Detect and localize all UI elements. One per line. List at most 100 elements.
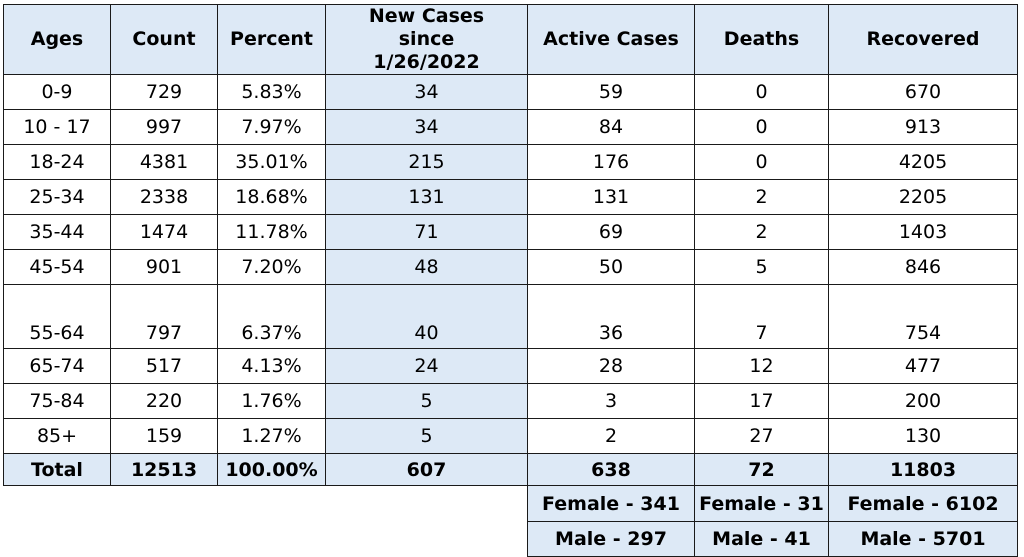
table-row: 85+ 159 1.27% 5 2 27 130 (3, 418, 1018, 454)
cell-recovered: 1403 (828, 214, 1018, 250)
cell-percent: 11.78% (217, 214, 326, 250)
male-recovered: Male - 5701 (828, 521, 1018, 557)
cell-active: 84 (527, 109, 695, 145)
cell-new-cases: 71 (325, 214, 528, 250)
cell-ages: 18-24 (3, 144, 111, 180)
header-percent: Percent (217, 4, 326, 75)
total-recovered: 11803 (828, 453, 1018, 486)
cell-percent: 1.27% (217, 418, 326, 454)
cell-recovered: 200 (828, 383, 1018, 419)
cell-deaths: 5 (694, 249, 829, 285)
header-row: Ages Count Percent New Cases since 1/26/… (3, 4, 1018, 75)
table-row: 25-34 2338 18.68% 131 131 2 2205 (3, 179, 1018, 215)
cell-recovered: 477 (828, 348, 1018, 384)
cell-count: 4381 (110, 144, 218, 180)
cell-active: 69 (527, 214, 695, 250)
cell-new-cases: 5 (325, 418, 528, 454)
cell-active: 176 (527, 144, 695, 180)
total-active: 638 (527, 453, 695, 486)
cell-count: 729 (110, 74, 218, 110)
total-new-cases: 607 (325, 453, 528, 486)
male-active: Male - 297 (527, 521, 695, 557)
cell-ages: 0-9 (3, 74, 111, 110)
cell-deaths: 7 (694, 284, 829, 349)
total-count: 12513 (110, 453, 218, 486)
cell-new-cases: 34 (325, 74, 528, 110)
cell-active: 28 (527, 348, 695, 384)
cell-count: 159 (110, 418, 218, 454)
header-deaths: Deaths (694, 4, 829, 75)
cell-recovered: 754 (828, 284, 1018, 349)
total-percent: 100.00% (217, 453, 326, 486)
cell-new-cases: 48 (325, 249, 528, 285)
cell-percent: 7.20% (217, 249, 326, 285)
cell-count: 220 (110, 383, 218, 419)
cell-percent: 7.97% (217, 109, 326, 145)
table-row: 10 - 17 997 7.97% 34 84 0 913 (3, 109, 1018, 145)
table-row: 65-74 517 4.13% 24 28 12 477 (3, 348, 1018, 384)
cell-ages: 55-64 (3, 284, 111, 349)
cell-deaths: 2 (694, 214, 829, 250)
cell-deaths: 0 (694, 74, 829, 110)
cell-deaths: 12 (694, 348, 829, 384)
cell-count: 797 (110, 284, 218, 349)
total-row: Total 12513 100.00% 607 638 72 11803 (3, 453, 1018, 486)
female-deaths: Female - 31 (694, 485, 829, 522)
covid-age-table: Ages Count Percent New Cases since 1/26/… (3, 4, 1018, 557)
male-row: Male - 297 Male - 41 Male - 5701 (4, 521, 1018, 557)
table-row: 45-54 901 7.20% 48 50 5 846 (3, 249, 1018, 285)
cell-percent: 35.01% (217, 144, 326, 180)
cell-ages: 10 - 17 (3, 109, 111, 145)
cell-count: 517 (110, 348, 218, 384)
cell-new-cases: 40 (325, 284, 528, 349)
header-count: Count (110, 4, 218, 75)
cell-active: 2 (527, 418, 695, 454)
header-recovered: Recovered (828, 4, 1018, 75)
table-row: 75-84 220 1.76% 5 3 17 200 (3, 383, 1018, 419)
table-row: 18-24 4381 35.01% 215 176 0 4205 (3, 144, 1018, 180)
cell-recovered: 2205 (828, 179, 1018, 215)
cell-count: 901 (110, 249, 218, 285)
cell-percent: 6.37% (217, 284, 326, 349)
cell-ages: 25-34 (3, 179, 111, 215)
cell-count: 1474 (110, 214, 218, 250)
cell-recovered: 913 (828, 109, 1018, 145)
cell-recovered: 130 (828, 418, 1018, 454)
cell-new-cases: 215 (325, 144, 528, 180)
header-new-cases: New Cases since 1/26/2022 (325, 4, 528, 75)
cell-recovered: 4205 (828, 144, 1018, 180)
cell-ages: 85+ (3, 418, 111, 454)
table-row: 0-9 729 5.83% 34 59 0 670 (3, 74, 1018, 110)
total-ages: Total (3, 453, 111, 486)
blank-cell (4, 522, 528, 557)
cell-new-cases: 24 (325, 348, 528, 384)
cell-recovered: 670 (828, 74, 1018, 110)
cell-deaths: 0 (694, 144, 829, 180)
cell-deaths: 0 (694, 109, 829, 145)
total-deaths: 72 (694, 453, 829, 486)
cell-ages: 65-74 (3, 348, 111, 384)
female-row: Female - 341 Female - 31 Female - 6102 (4, 485, 1018, 522)
cell-deaths: 17 (694, 383, 829, 419)
female-recovered: Female - 6102 (828, 485, 1018, 522)
cell-ages: 45-54 (3, 249, 111, 285)
header-active-cases: Active Cases (527, 4, 695, 75)
cell-new-cases: 5 (325, 383, 528, 419)
cell-new-cases: 34 (325, 109, 528, 145)
cell-percent: 5.83% (217, 74, 326, 110)
male-deaths: Male - 41 (694, 521, 829, 557)
cell-ages: 75-84 (3, 383, 111, 419)
cell-percent: 1.76% (217, 383, 326, 419)
cell-deaths: 2 (694, 179, 829, 215)
cell-active: 131 (527, 179, 695, 215)
blank-cell (4, 486, 528, 522)
cell-recovered: 846 (828, 249, 1018, 285)
table-row: 55-64 797 6.37% 40 36 7 754 (3, 284, 1018, 349)
cell-count: 2338 (110, 179, 218, 215)
cell-active: 3 (527, 383, 695, 419)
cell-count: 997 (110, 109, 218, 145)
cell-percent: 18.68% (217, 179, 326, 215)
cell-deaths: 27 (694, 418, 829, 454)
cell-active: 59 (527, 74, 695, 110)
header-ages: Ages (3, 4, 111, 75)
